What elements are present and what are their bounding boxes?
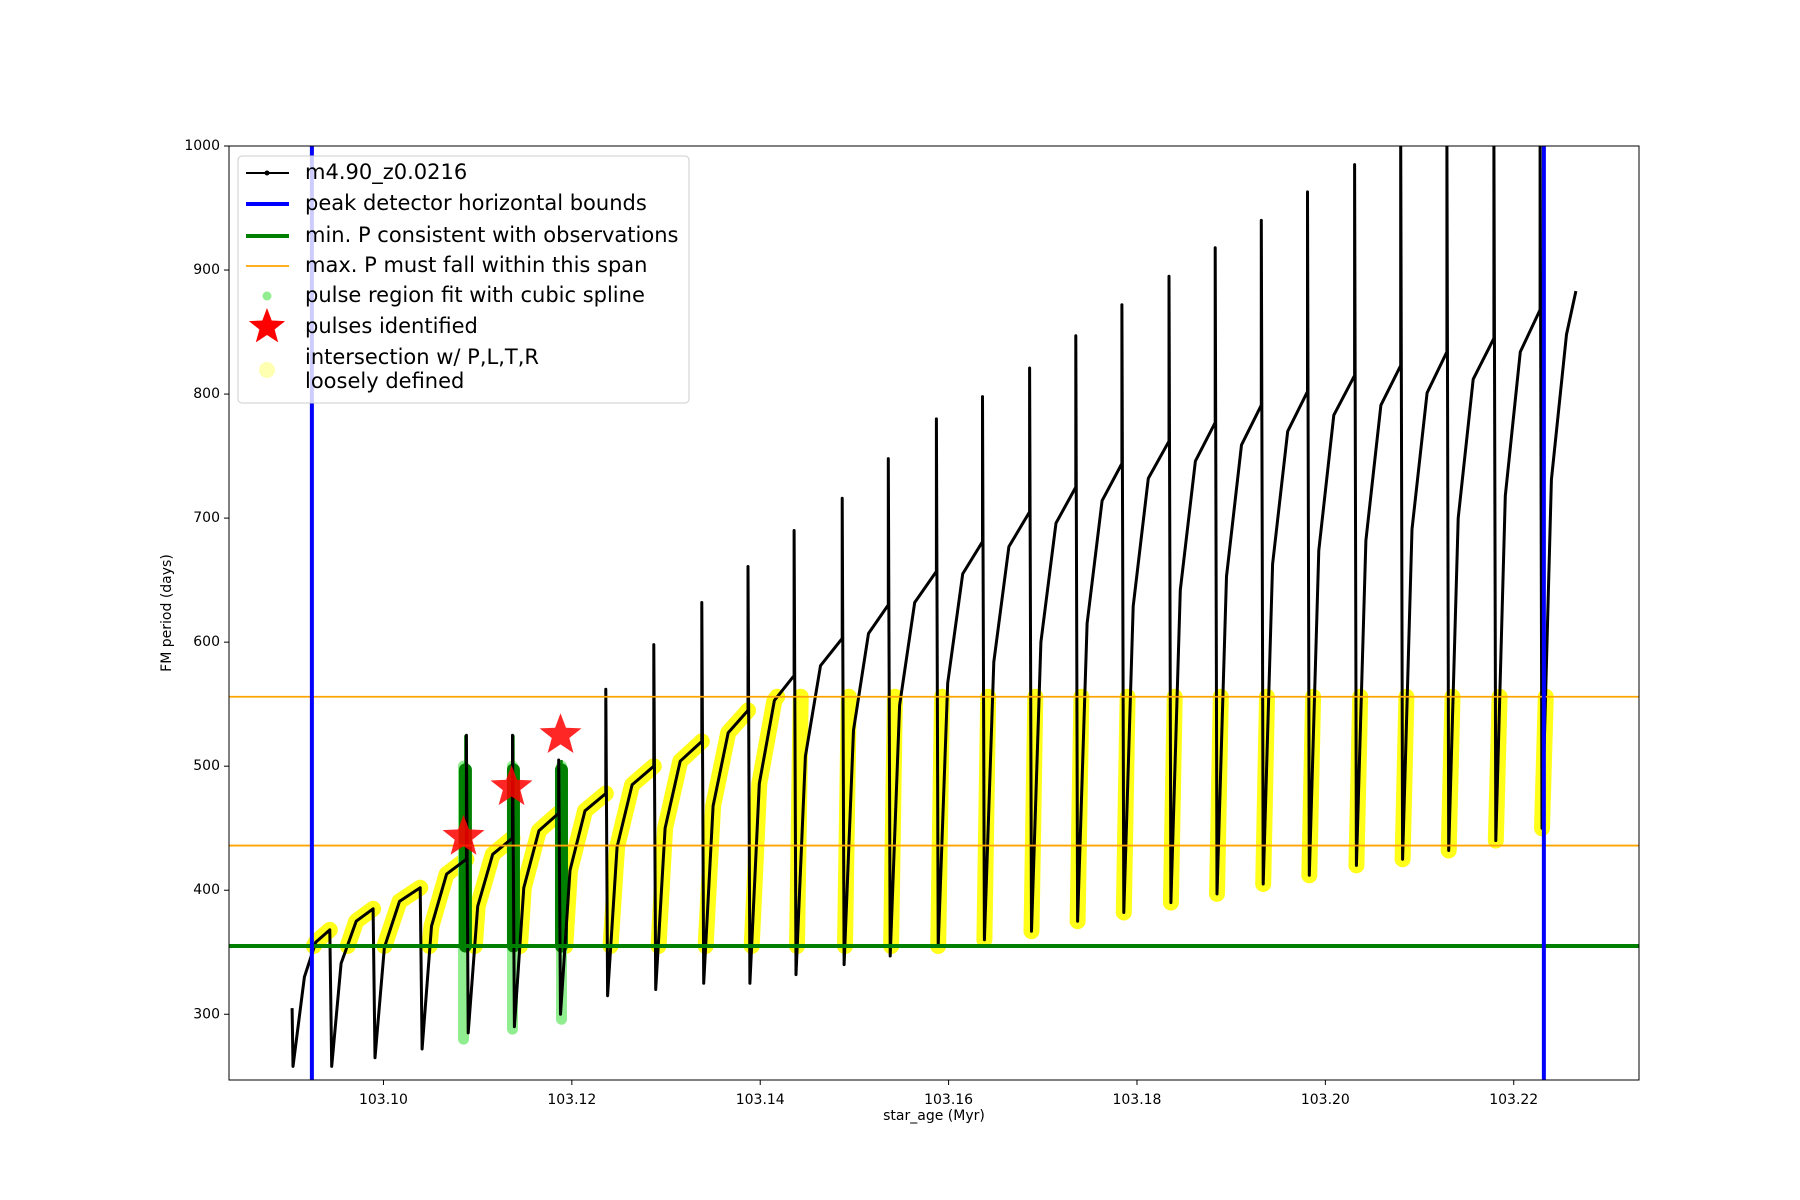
x-tick-label: 103.14 [736,1092,785,1108]
pulse-star [442,814,485,855]
legend-handle [259,362,275,378]
legend-label: max. P must fall within this span [305,253,647,277]
pulse-star [490,765,533,806]
y-tick-label: 800 [193,386,220,402]
x-tick-label: 103.18 [1112,1092,1161,1108]
legend-label: pulses identified [305,314,478,338]
legend-label: pulse region fit with cubic spline [305,283,645,307]
y-tick-label: 600 [193,634,220,650]
x-tick-label: 103.12 [547,1092,596,1108]
plot-area [229,146,1639,1080]
legend-label: m4.90_z0.0216 [305,160,467,185]
legend-label: peak detector horizontal bounds [305,191,647,215]
legend-handle [264,170,270,176]
x-tick-label: 103.10 [359,1092,408,1108]
y-tick-label: 1000 [184,138,220,154]
legend-handle [248,308,286,343]
y-axis-label: FM period (days) [159,554,175,672]
legend-label: min. P consistent with observations [305,223,678,247]
x-axis-label: star_age (Myr) [883,1108,985,1124]
y-tick-label: 500 [193,758,220,774]
y-tick-label: 700 [193,510,220,526]
legend-label: loosely defined [305,369,464,393]
x-tick-label: 103.20 [1301,1092,1350,1108]
y-tick-label: 300 [193,1006,220,1022]
y-tick-label: 400 [193,882,220,898]
x-tick-label: 103.22 [1489,1092,1538,1108]
pulse-star [539,713,582,753]
legend-label: intersection w/ P,L,T,R [305,345,539,369]
legend-box [237,155,690,404]
legend-handle [262,291,272,301]
axes-frame [228,145,1640,1081]
x-tick-label: 103.16 [924,1092,973,1108]
y-tick-label: 900 [193,262,220,278]
